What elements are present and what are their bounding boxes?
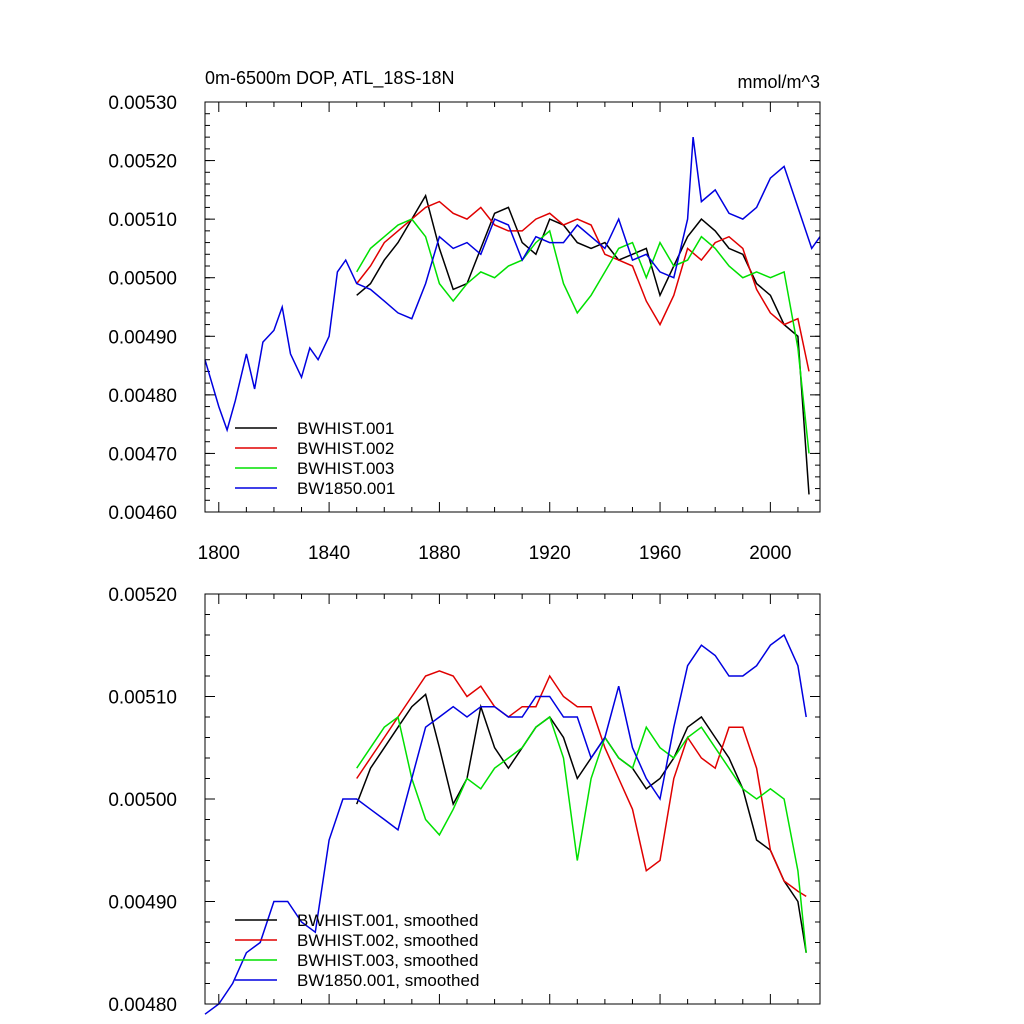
- x-tick-label: 1840: [308, 543, 350, 564]
- y-tick-label: 0.00510: [108, 688, 177, 709]
- y-tick-label: 0.00490: [108, 893, 177, 914]
- legend-label: BWHIST.001: [297, 419, 394, 438]
- panel-bottom-frame: [204, 593, 821, 1005]
- legend-label: BWHIST.002: [297, 439, 394, 458]
- series-line-bwhist-002: [356, 200, 810, 372]
- x-tick-label: 2000: [749, 543, 791, 564]
- series-line-bw1850-001-smoothed: [204, 633, 807, 1015]
- legend-label: BWHIST.002, smoothed: [297, 931, 478, 950]
- series-line-bwhist-003-smoothed: [356, 715, 807, 953]
- series-line-bwhist-001: [356, 193, 810, 495]
- series-line-bwhist-002-smoothed: [356, 670, 807, 898]
- legend-label: BWHIST.003: [297, 459, 394, 478]
- panel-top: 0m-6500m DOP, ATL_18S-18N mmol/m^3 0.005…: [108, 68, 821, 564]
- legend-label: BW1850.001, smoothed: [297, 971, 479, 990]
- y-tick-label: 0.00480: [108, 995, 177, 1016]
- panel-top-units: mmol/m^3: [738, 72, 820, 92]
- y-tick-label: 0.00470: [108, 444, 177, 465]
- y-tick-label: 0.00490: [108, 327, 177, 348]
- y-tick-label: 0.00480: [108, 386, 177, 407]
- legend-label: BW1850.001: [297, 479, 395, 498]
- y-tick-label: 0.00500: [108, 790, 177, 811]
- panel-bottom: 0.00520 0.00510 0.00500 0.00490 0.00480 BWHI…: [108, 585, 821, 1016]
- series-line-bwhist-001-smoothed: [355, 693, 807, 953]
- series-line-bw1850-001: [204, 137, 821, 433]
- y-tick-label: 0.00520: [108, 152, 177, 173]
- panel-top-frame: [204, 101, 821, 513]
- y-tick-label: 0.00510: [108, 210, 177, 231]
- x-tick-label: 1960: [639, 543, 681, 564]
- legend-label: BWHIST.001, smoothed: [297, 911, 478, 930]
- y-tick-label: 0.00520: [108, 585, 177, 606]
- panel-top-title: 0m-6500m DOP, ATL_18S-18N: [205, 68, 454, 89]
- y-tick-label: 0.00460: [108, 503, 177, 524]
- x-tick-label: 1800: [198, 543, 240, 564]
- y-tick-label: 0.00530: [108, 93, 177, 114]
- y-tick-label: 0.00500: [108, 269, 177, 290]
- x-tick-label: 1880: [418, 543, 460, 564]
- legend-label: BWHIST.003, smoothed: [297, 951, 478, 970]
- x-tick-label: 1920: [529, 543, 571, 564]
